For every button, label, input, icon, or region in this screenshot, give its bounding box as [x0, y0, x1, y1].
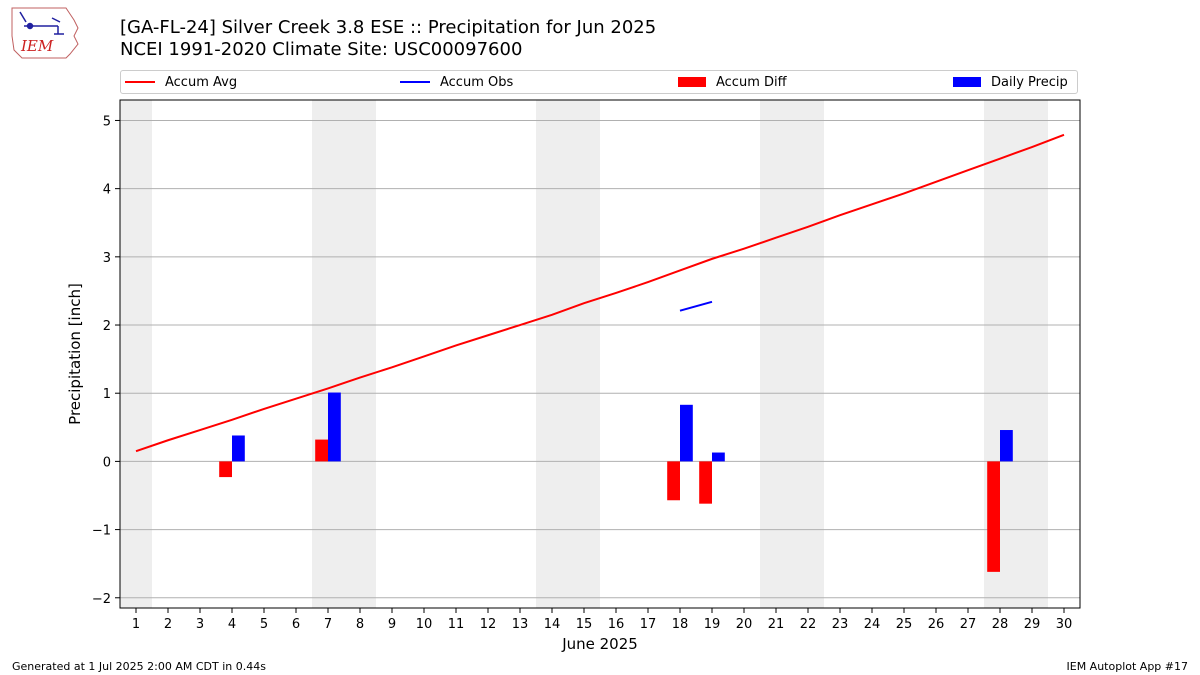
app-credit: IEM Autoplot App #17	[1066, 660, 1189, 673]
x-tick-label: 7	[324, 617, 332, 632]
x-tick-label: 6	[292, 617, 300, 632]
legend-label-daily-precip: Daily Precip	[991, 74, 1068, 90]
x-tick-label: 23	[832, 617, 849, 632]
legend-label-accum-diff: Accum Diff	[716, 74, 787, 90]
x-tick-label: 17	[640, 617, 657, 632]
x-tick-label: 13	[512, 617, 529, 632]
legend-label-accum-avg: Accum Avg	[165, 74, 238, 90]
legend-item-accum-avg: Accum Avg	[125, 71, 237, 93]
x-tick-label: 11	[448, 617, 465, 632]
x-tick-label: 5	[260, 617, 268, 632]
x-tick-label: 3	[196, 617, 204, 632]
accum-diff-bar	[315, 439, 328, 462]
weekend-band	[792, 100, 824, 608]
x-tick-label: 15	[576, 617, 593, 632]
legend-item-accum-diff: Accum Diff	[678, 71, 787, 93]
iem-logo: IEM	[11, 7, 79, 59]
chart-title: [GA-FL-24] Silver Creek 3.8 ESE :: Preci…	[120, 17, 657, 38]
y-tick-label: 5	[103, 114, 111, 129]
weather-station-icon	[19, 11, 64, 35]
legend-swatch-daily-precip	[953, 77, 981, 87]
daily-precip-bar	[1000, 430, 1013, 462]
x-tick-label: 16	[608, 617, 625, 632]
x-tick-label: 25	[896, 617, 913, 632]
legend-swatch-accum-obs	[400, 81, 430, 83]
x-tick-label: 29	[1024, 617, 1041, 632]
x-tick-label: 12	[480, 617, 497, 632]
plot-frame	[119, 99, 1081, 609]
x-tick-label: 10	[416, 617, 433, 632]
x-tick-label: 19	[704, 617, 721, 632]
x-tick-label: 27	[960, 617, 977, 632]
x-axis-label: June 2025	[561, 635, 638, 653]
weekend-band	[760, 100, 792, 608]
weekend-band	[120, 100, 152, 608]
x-tick-label: 1	[132, 617, 140, 632]
x-tick-label: 24	[864, 617, 881, 632]
y-tick-label: 4	[103, 183, 111, 198]
x-tick-label: 20	[736, 617, 753, 632]
weekend-band	[568, 100, 600, 608]
x-tick-label: 18	[672, 617, 689, 632]
y-tick-label: −1	[92, 524, 111, 539]
x-tick-label: 21	[768, 617, 785, 632]
weekend-band	[344, 100, 376, 608]
x-tick-label: 30	[1056, 617, 1073, 632]
daily-precip-bar	[328, 392, 341, 462]
x-tick-label: 22	[800, 617, 817, 632]
daily-precip-bar	[712, 452, 725, 462]
accum-diff-bar	[699, 461, 712, 504]
chart-legend: Accum Avg Accum Obs Accum Diff Daily Pre…	[120, 70, 1078, 94]
weekend-band	[1016, 100, 1048, 608]
y-tick-label: 2	[103, 319, 111, 334]
accum-avg-line	[135, 133, 1065, 453]
generated-timestamp: Generated at 1 Jul 2025 2:00 AM CDT in 0…	[12, 660, 266, 673]
y-tick-label: −2	[92, 592, 111, 607]
y-axis-label: Precipitation [inch]	[66, 283, 84, 425]
x-tick-label: 14	[544, 617, 561, 632]
chart-subtitle: NCEI 1991-2020 Climate Site: USC00097600	[120, 39, 523, 60]
accum-diff-bar	[987, 461, 1000, 572]
x-tick-label: 2	[164, 617, 172, 632]
y-tick-label: 0	[103, 455, 111, 470]
daily-precip-bar	[680, 404, 693, 462]
x-tick-label: 4	[228, 617, 236, 632]
accum-diff-bar	[219, 461, 232, 478]
y-tick-label: 3	[103, 251, 111, 266]
legend-swatch-accum-diff	[678, 77, 706, 87]
legend-swatch-accum-avg	[125, 81, 155, 83]
accum-diff-bar	[667, 461, 680, 501]
weekend-band	[536, 100, 568, 608]
x-tick-label: 26	[928, 617, 945, 632]
weekend-band	[312, 100, 344, 608]
daily-precip-bar	[232, 435, 245, 462]
logo-text: IEM	[20, 37, 54, 55]
accum-obs-line	[679, 300, 713, 312]
x-tick-label: 9	[388, 617, 396, 632]
legend-item-accum-obs: Accum Obs	[400, 71, 513, 93]
y-tick-label: 1	[103, 387, 111, 402]
x-tick-label: 8	[356, 617, 364, 632]
legend-item-daily-precip: Daily Precip	[953, 71, 1068, 93]
legend-label-accum-obs: Accum Obs	[440, 74, 514, 90]
x-tick-label: 28	[992, 617, 1009, 632]
